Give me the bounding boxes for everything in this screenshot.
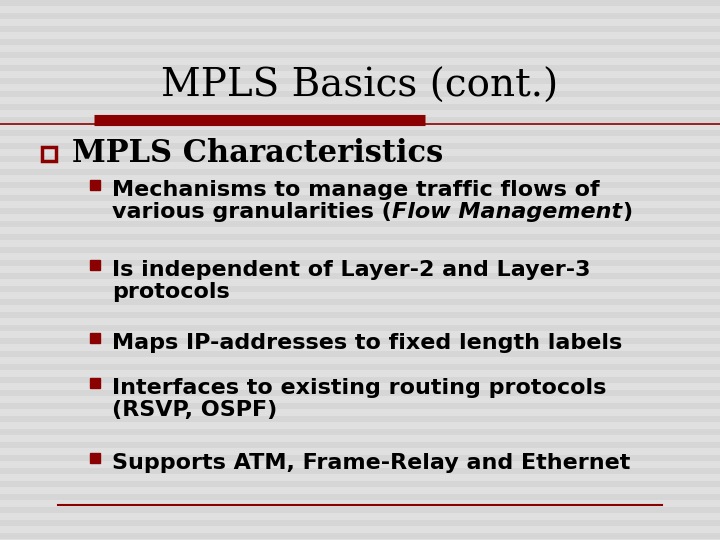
Bar [0,78,720,84]
Text: MPLS Characteristics: MPLS Characteristics [72,138,444,170]
Text: Supports ATM, Frame-Relay and Ethernet: Supports ATM, Frame-Relay and Ethernet [112,453,631,473]
Text: MPLS Basics (cont.): MPLS Basics (cont.) [161,68,559,105]
Bar [0,13,720,19]
Bar [0,260,720,266]
Bar [0,169,720,175]
Text: protocols: protocols [112,282,230,302]
Bar [0,26,720,32]
Bar [0,390,720,396]
Bar [90,453,100,463]
Text: Is independent of Layer-2 and Layer-3: Is independent of Layer-2 and Layer-3 [112,260,590,280]
Bar [90,260,100,270]
Bar [0,156,720,162]
Text: Mechanisms to manage traffic flows of: Mechanisms to manage traffic flows of [112,180,600,200]
Bar [0,0,720,6]
Bar [0,403,720,409]
Bar [0,351,720,357]
Bar [0,364,720,370]
Bar [0,442,720,448]
Bar [90,180,100,190]
Text: Flow Management: Flow Management [392,202,622,222]
Bar [0,117,720,123]
Bar [0,273,720,279]
Bar [0,65,720,71]
Bar [0,39,720,45]
Bar [0,299,720,305]
Bar [0,182,720,188]
Bar [0,208,720,214]
Bar [0,286,720,292]
Text: ): ) [622,202,632,222]
Bar [0,338,720,344]
Bar [0,481,720,487]
Text: various granularities (: various granularities ( [112,202,392,222]
Bar [0,91,720,97]
Bar [0,52,720,58]
Bar [0,455,720,461]
Bar [0,533,720,539]
Bar [90,333,100,343]
Bar [0,468,720,474]
Bar [0,312,720,318]
Bar [0,377,720,383]
Bar [0,429,720,435]
Bar [42,147,56,161]
Bar [0,416,720,422]
Text: Interfaces to existing routing protocols: Interfaces to existing routing protocols [112,378,606,398]
Bar [0,234,720,240]
Bar [0,104,720,110]
Bar [0,507,720,513]
Bar [0,247,720,253]
Bar [0,325,720,331]
Bar [0,130,720,136]
Bar [0,494,720,500]
Text: (RSVP, OSPF): (RSVP, OSPF) [112,400,277,420]
Bar [0,143,720,149]
Bar [0,195,720,201]
Bar [0,221,720,227]
Bar [90,378,100,388]
Bar [0,520,720,526]
Text: Maps IP-addresses to fixed length labels: Maps IP-addresses to fixed length labels [112,333,622,353]
